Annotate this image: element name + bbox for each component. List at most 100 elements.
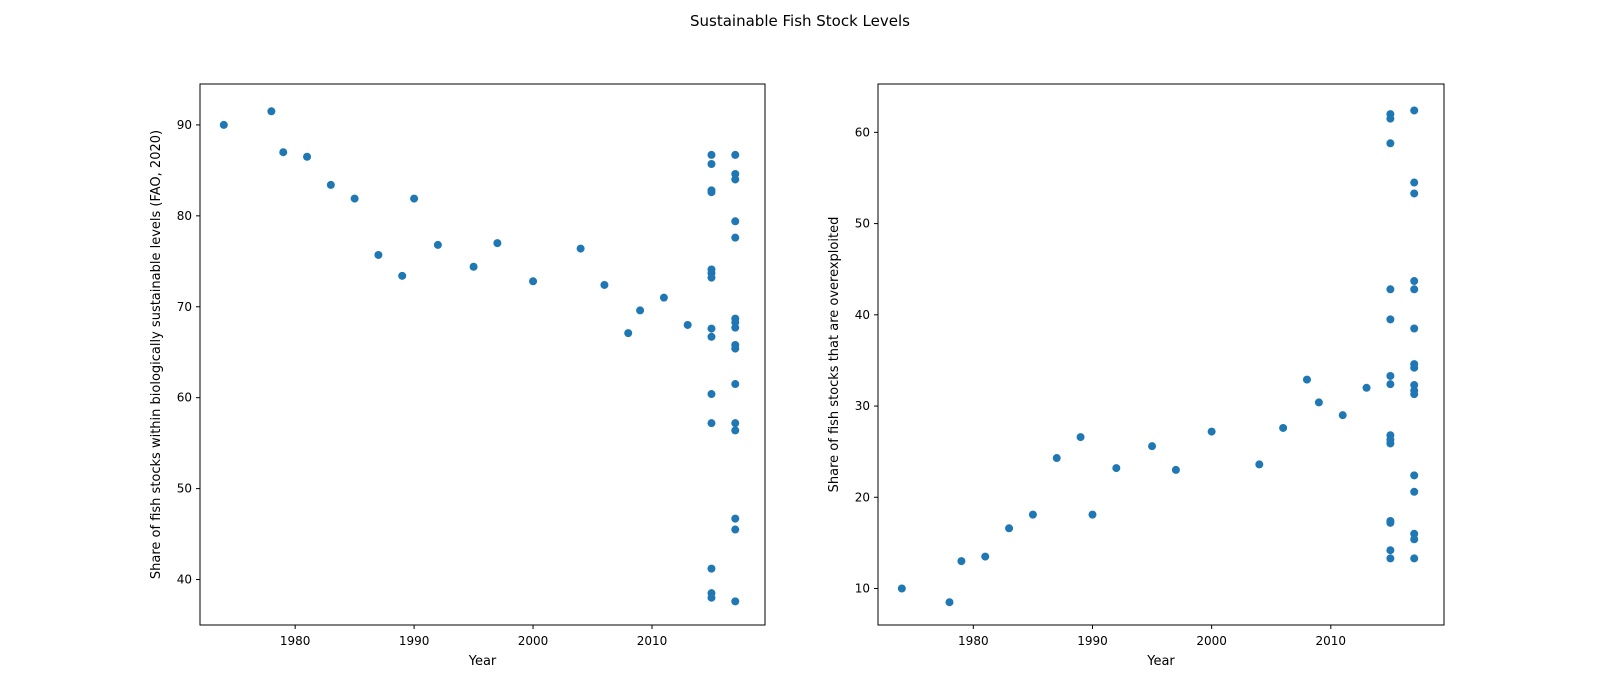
data-point-sustainable-36: [731, 217, 740, 226]
data-point-sustainable-33: [731, 150, 740, 159]
data-point-overexploited-24: [1386, 371, 1395, 380]
y-tick-label-overexploited-5: 60: [855, 125, 870, 139]
data-point-sustainable-3: [303, 152, 312, 161]
data-point-overexploited-40: [1410, 363, 1419, 372]
y-tick-label-sustainable-0: 40: [177, 573, 192, 587]
data-point-sustainable-4: [326, 180, 335, 189]
data-point-overexploited-18: [1362, 383, 1371, 392]
data-point-sustainable-12: [529, 277, 538, 286]
data-point-sustainable-20: [707, 160, 716, 169]
x-tick-label-overexploited-3: 2010: [1316, 634, 1347, 648]
data-point-overexploited-46: [1410, 529, 1419, 538]
data-point-sustainable-48: [731, 597, 740, 606]
data-point-overexploited-8: [1088, 510, 1097, 519]
data-point-overexploited-25: [1386, 380, 1395, 389]
data-point-overexploited-20: [1386, 114, 1395, 123]
data-point-overexploited-22: [1386, 285, 1395, 294]
data-point-sustainable-5: [350, 194, 359, 203]
data-point-overexploited-28: [1386, 439, 1395, 448]
data-point-sustainable-47: [731, 525, 740, 534]
data-point-overexploited-16: [1314, 398, 1323, 407]
data-point-sustainable-14: [600, 280, 609, 289]
data-point-sustainable-1: [267, 107, 276, 116]
y-tick-label-sustainable-5: 90: [177, 118, 192, 132]
data-point-overexploited-12: [1207, 427, 1216, 436]
data-point-sustainable-42: [731, 344, 740, 353]
data-point-sustainable-40: [731, 323, 740, 332]
y-tick-label-overexploited-1: 20: [855, 490, 870, 504]
data-point-sustainable-2: [279, 148, 288, 157]
y-tick-label-sustainable-3: 70: [177, 300, 192, 314]
data-point-overexploited-9: [1112, 464, 1121, 473]
y-tick-label-sustainable-4: 80: [177, 209, 192, 223]
data-point-sustainable-30: [707, 564, 716, 573]
data-point-overexploited-14: [1279, 423, 1288, 432]
data-point-overexploited-0: [897, 584, 906, 593]
data-point-overexploited-44: [1410, 471, 1419, 480]
axes-frame-sustainable: [199, 83, 766, 626]
data-point-sustainable-6: [374, 250, 383, 259]
data-point-sustainable-11: [493, 239, 502, 248]
data-point-overexploited-6: [1052, 454, 1061, 463]
data-point-sustainable-46: [731, 514, 740, 523]
data-point-sustainable-15: [624, 329, 633, 338]
data-point-sustainable-8: [410, 194, 419, 203]
y-tick-label-overexploited-4: 50: [855, 217, 870, 231]
data-point-overexploited-21: [1386, 139, 1395, 148]
x-tick-label-overexploited-0: 1980: [958, 634, 989, 648]
data-point-overexploited-48: [1410, 554, 1419, 563]
data-point-overexploited-37: [1410, 285, 1419, 294]
axes-frame-overexploited: [877, 83, 1445, 626]
data-point-sustainable-22: [707, 188, 716, 197]
data-point-sustainable-32: [707, 593, 716, 602]
subplot-sustainable: Year Share of fish stocks within biologi…: [149, 83, 766, 669]
y-tick-label-sustainable-1: 50: [177, 482, 192, 496]
data-point-overexploited-15: [1302, 375, 1311, 384]
x-tick-label-sustainable-1: 1990: [399, 634, 430, 648]
data-point-sustainable-43: [731, 380, 740, 389]
x-tick-label-overexploited-2: 2000: [1196, 634, 1227, 648]
y-axis-label-sustainable: Share of fish stocks within biologically…: [149, 130, 164, 579]
data-point-overexploited-10: [1148, 442, 1157, 451]
y-axis-label-overexploited: Share of fish stocks that are overexploi…: [827, 217, 842, 493]
data-point-sustainable-35: [731, 175, 740, 184]
data-point-overexploited-1: [945, 598, 954, 607]
data-point-overexploited-36: [1410, 277, 1419, 286]
x-tick-label-sustainable-2: 2000: [518, 634, 549, 648]
data-point-sustainable-26: [707, 324, 716, 333]
data-point-overexploited-30: [1386, 518, 1395, 527]
data-point-overexploited-43: [1410, 390, 1419, 399]
data-point-overexploited-4: [1005, 524, 1014, 533]
data-point-overexploited-23: [1386, 315, 1395, 324]
data-point-sustainable-25: [707, 273, 716, 282]
data-point-sustainable-45: [731, 426, 740, 435]
x-tick-label-overexploited-1: 1990: [1077, 634, 1108, 648]
figure-title: Sustainable Fish Stock Levels: [690, 12, 910, 30]
data-point-overexploited-45: [1410, 487, 1419, 496]
data-point-overexploited-41: [1410, 381, 1419, 390]
data-point-sustainable-18: [683, 320, 692, 329]
subplot-overexploited: Year Share of fish stocks that are overe…: [827, 83, 1445, 669]
y-tick-label-overexploited-2: 30: [855, 399, 870, 413]
data-point-overexploited-5: [1028, 510, 1037, 519]
data-point-sustainable-19: [707, 150, 716, 159]
data-point-sustainable-7: [398, 271, 407, 280]
data-point-overexploited-17: [1338, 411, 1347, 420]
y-tick-label-overexploited-0: 10: [855, 582, 870, 596]
data-point-overexploited-3: [981, 552, 990, 561]
x-axis-label-overexploited: Year: [1146, 654, 1175, 669]
data-point-sustainable-29: [707, 419, 716, 428]
data-point-sustainable-10: [469, 262, 478, 271]
data-point-overexploited-2: [957, 557, 966, 566]
x-tick-label-sustainable-0: 1980: [280, 634, 311, 648]
data-point-overexploited-47: [1410, 535, 1419, 544]
data-point-sustainable-0: [219, 120, 228, 129]
data-point-sustainable-28: [707, 390, 716, 399]
data-point-overexploited-32: [1386, 554, 1395, 563]
data-point-sustainable-44: [731, 419, 740, 428]
x-tick-label-sustainable-3: 2010: [637, 634, 668, 648]
data-point-sustainable-17: [659, 293, 668, 302]
data-point-overexploited-34: [1410, 178, 1419, 187]
data-point-overexploited-33: [1410, 106, 1419, 115]
